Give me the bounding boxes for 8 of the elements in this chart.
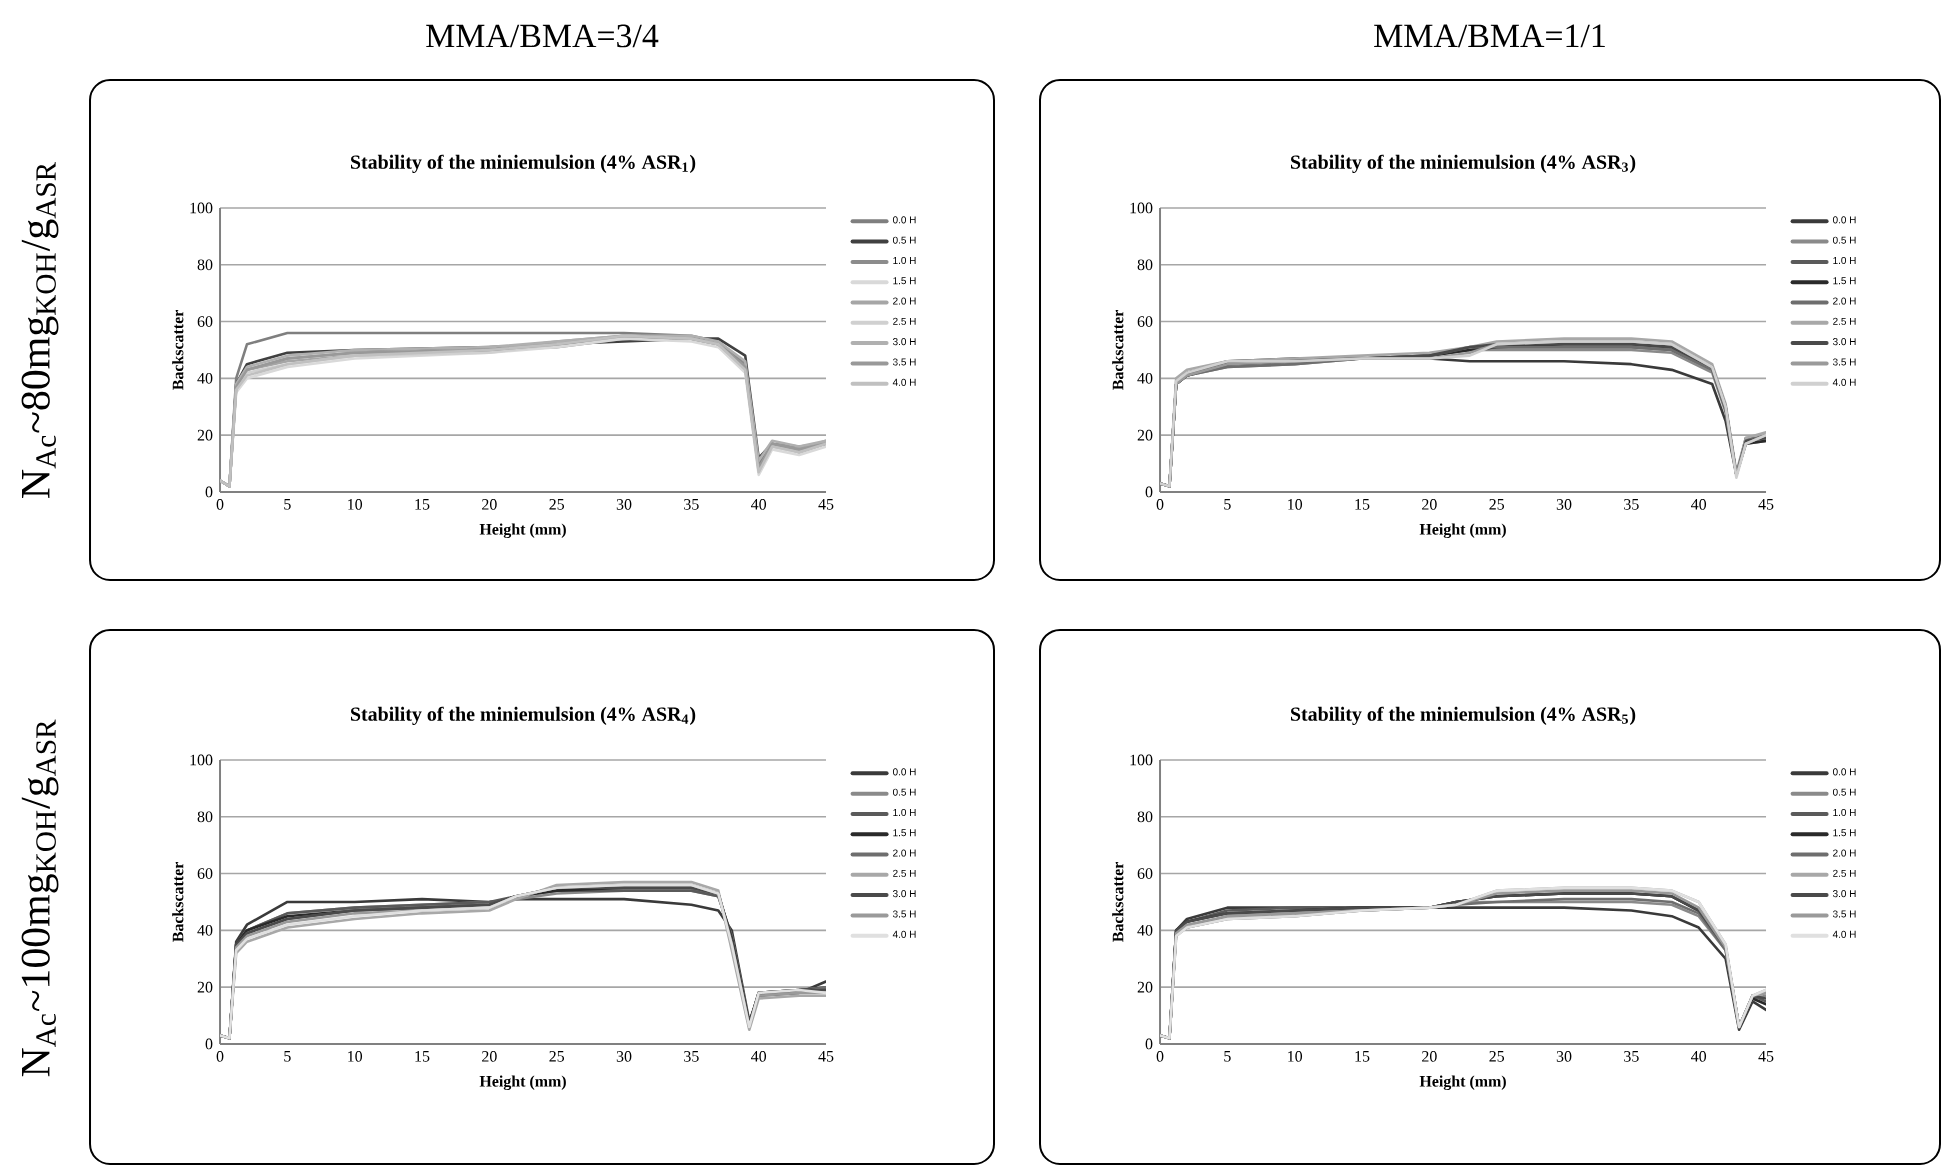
text: MMA/BMA=1/1: [1374, 24, 1605, 48]
text: N$_{Ac}$~100mg$_{KOH}$/g$_{ASR}$: [21, 719, 59, 1077]
text: MMA/BMA=3/4: [426, 24, 659, 48]
text: N$_{Ac}$~80mg$_{KOH}$/g$_{ASR}$: [21, 161, 59, 498]
chart-title: Stability of the miniemulsion (4% ASR$_{5}$): [1291, 706, 1636, 725]
chart-title: Stability of the miniemulsion (4% ASR$_{1}$): [351, 154, 696, 173]
chart-title: Stability of the miniemulsion (4% ASR$_{4}$): [351, 706, 696, 725]
chart-title: Stability of the miniemulsion (4% ASR$_{3}$): [1291, 154, 1636, 173]
